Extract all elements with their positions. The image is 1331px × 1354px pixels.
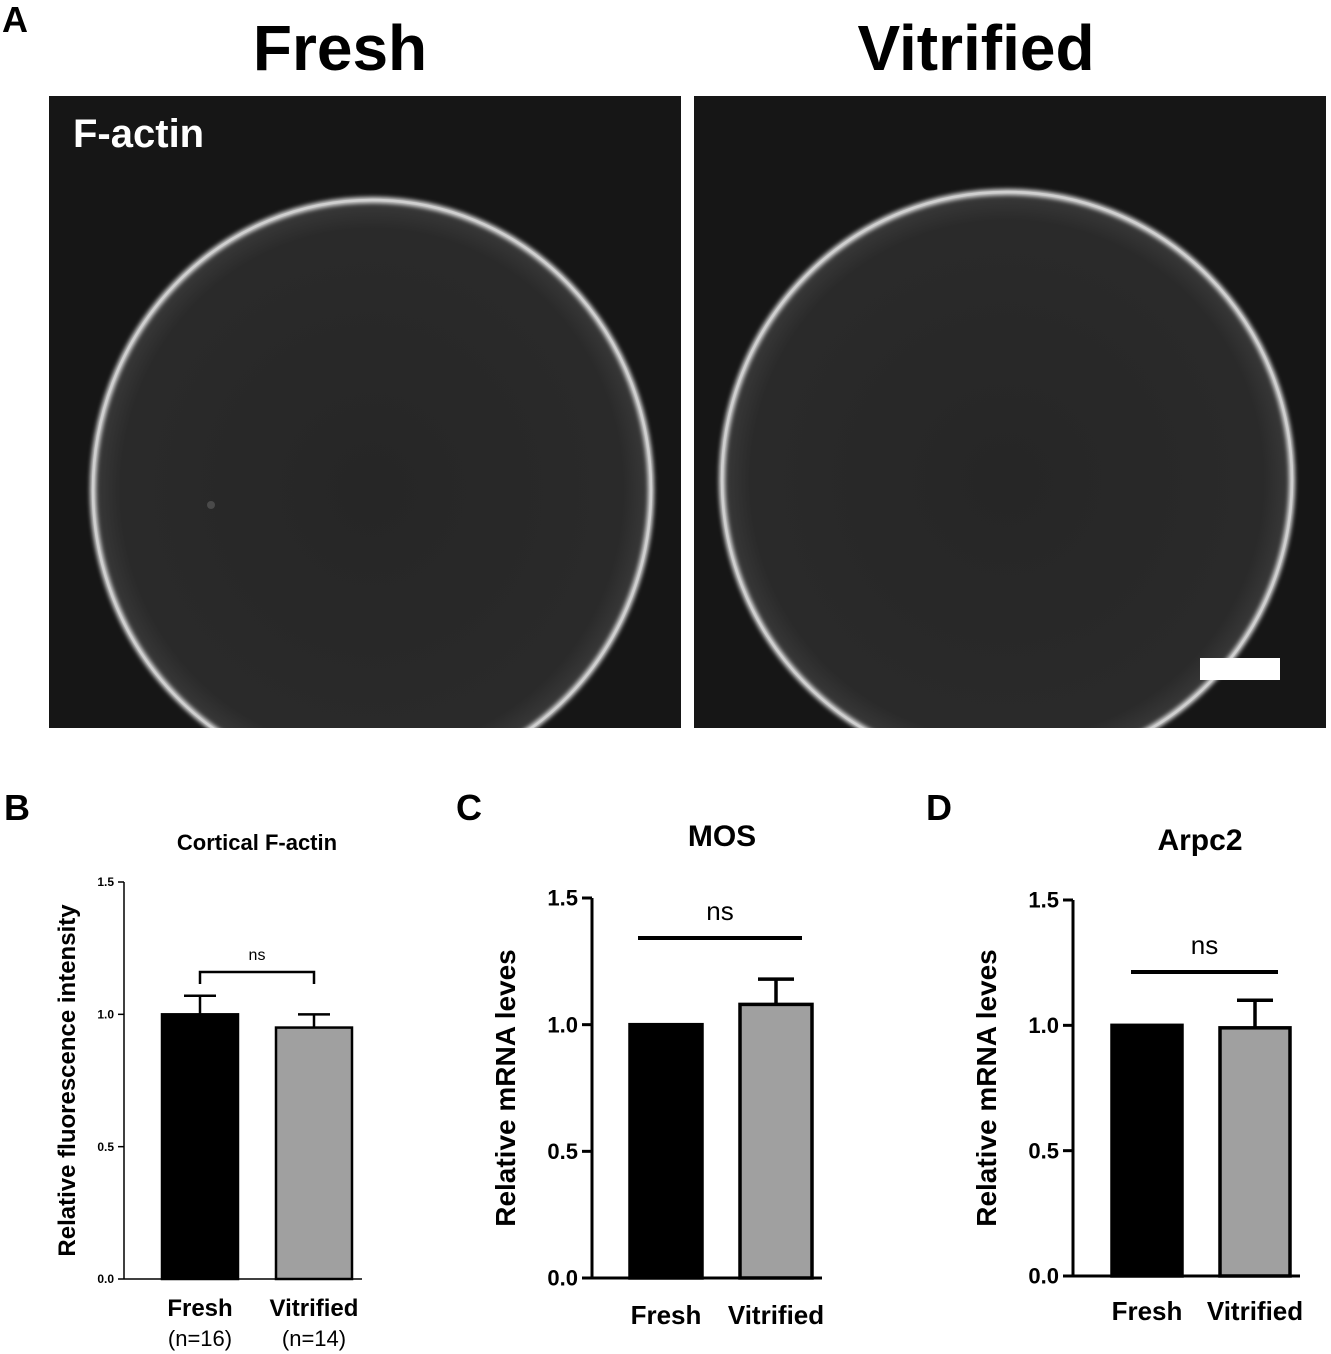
- panel-c-letter: C: [456, 787, 482, 828]
- bar-vitrified: [1218, 1026, 1292, 1278]
- panel-d-letter: D: [926, 787, 952, 828]
- chart-title: MOS: [688, 820, 756, 853]
- bar-vitrified: [274, 1026, 354, 1281]
- bar-vitrified: [738, 1002, 814, 1280]
- vitrified-oocyte-cytoplasm: [722, 192, 1292, 728]
- chart-title: Cortical F-actin: [177, 830, 337, 855]
- y-tick-label: 0.0: [97, 1272, 114, 1286]
- y-tick-label: 1.5: [97, 875, 114, 889]
- significance-label: ns: [249, 947, 266, 964]
- f-actin-label: F-actin: [73, 112, 205, 156]
- y-tick-label: 0.5: [547, 1139, 578, 1164]
- x-tick-label: Vitrified: [1207, 1296, 1303, 1326]
- y-tick-label: 0.0: [547, 1266, 578, 1291]
- sample-size-label: (n=16): [168, 1326, 232, 1351]
- bar-fresh: [1110, 1023, 1184, 1278]
- y-tick-label: 1.5: [1028, 888, 1059, 913]
- y-axis-label: Relative fluorescence intensity: [54, 904, 81, 1257]
- fresh-oocyte-graphic: [90, 197, 654, 728]
- x-tick-label: Fresh: [1112, 1296, 1183, 1326]
- x-tick-label: Fresh: [167, 1295, 232, 1322]
- bar-fresh: [160, 1013, 240, 1281]
- significance-bracket: [198, 970, 316, 984]
- vitrified-column-title: Vitrified: [857, 12, 1095, 84]
- y-tick-label: 0.5: [1028, 1138, 1059, 1163]
- y-tick-label: 1.0: [1028, 1013, 1059, 1038]
- fresh-oocyte-image: F-actin: [49, 96, 681, 728]
- significance-label: ns: [1191, 930, 1218, 960]
- sample-size-label: (n=14): [282, 1326, 346, 1351]
- x-tick-label: Fresh: [631, 1300, 702, 1330]
- fresh-speck: [207, 501, 215, 509]
- panel-b-letter: B: [4, 787, 30, 828]
- fresh-column-title: Fresh: [252, 12, 428, 84]
- vitrified-oocyte-cortex-line: [720, 190, 1294, 728]
- y-tick-label: 0.5: [97, 1140, 114, 1154]
- fresh-oocyte-cortex-line: [91, 198, 653, 728]
- y-axis-label: Relative mRNA leves: [490, 949, 521, 1227]
- scale-bar: [1200, 658, 1280, 680]
- panel-a-letter: A: [2, 0, 28, 40]
- vitrified-oocyte-image: [694, 96, 1326, 728]
- vitrified-oocyte-graphic: [719, 189, 1295, 728]
- bar-fresh: [628, 1022, 704, 1280]
- chart-title: Arpc2: [1157, 824, 1242, 857]
- x-tick-label: Vitrified: [728, 1300, 824, 1330]
- fresh-oocyte-cytoplasm: [93, 200, 651, 728]
- y-tick-label: 0.0: [1028, 1264, 1059, 1289]
- y-tick-label: 1.0: [97, 1008, 114, 1022]
- y-axis-label: Relative mRNA leves: [971, 949, 1002, 1227]
- y-tick-label: 1.5: [547, 886, 578, 911]
- significance-label: ns: [706, 896, 733, 926]
- y-tick-label: 1.0: [547, 1012, 578, 1037]
- x-tick-label: Vitrified: [270, 1295, 359, 1322]
